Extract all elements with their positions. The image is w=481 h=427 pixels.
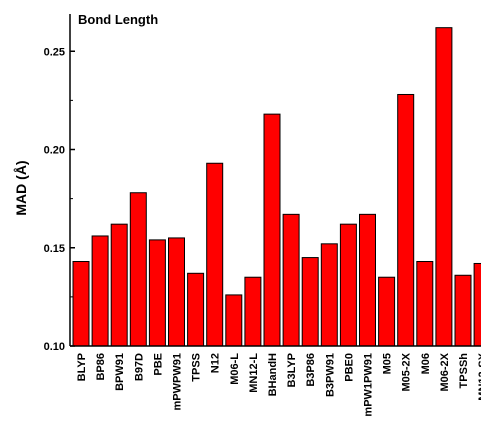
bar-blyp: [72, 261, 90, 347]
bar-m05: [378, 276, 396, 347]
bar-mn12-sx: [473, 262, 481, 347]
x-tick-label: B3LYP: [286, 353, 298, 387]
x-tick-label: B3P86: [305, 353, 317, 387]
x-tick-label: BP86: [95, 353, 107, 381]
bar-pbe0: [339, 223, 357, 347]
bar-bpw91: [110, 223, 128, 347]
bar-mn12-l: [244, 276, 262, 347]
bars-group: [72, 27, 481, 347]
bar-mpwpw91: [168, 237, 185, 347]
x-tick-label: MN12-L: [248, 353, 260, 393]
x-tick-label: M06-2X: [439, 352, 451, 391]
x-tick-label: M05: [382, 353, 394, 374]
x-tick-label: B3PW91: [324, 353, 336, 397]
x-tick-label: PBE0: [343, 353, 355, 382]
x-tick-label: mPWPW91: [172, 353, 184, 410]
bar-m06-2x: [435, 27, 453, 347]
y-axis-label: MAD (Å): [13, 160, 29, 215]
bar-m05-2x: [397, 93, 415, 347]
x-tick-label: BHandH: [267, 353, 279, 396]
bar-tpss: [187, 272, 205, 347]
y-tick-label: 0.25: [44, 46, 65, 58]
bar-pbe: [148, 239, 166, 347]
bar-n12: [206, 162, 224, 347]
x-tick-label: B97D: [133, 353, 145, 381]
y-tick-label: 0.15: [44, 243, 65, 255]
y-tick-label: 0.20: [44, 145, 65, 157]
x-tick-label: N12: [210, 353, 222, 373]
x-tick-label: BPW91: [114, 353, 126, 391]
bar-tpssh: [454, 274, 472, 347]
chart-title: Bond Length: [78, 12, 158, 27]
bar-b97d: [129, 192, 147, 347]
bar-bp86: [91, 235, 109, 347]
bar-b3lyp: [282, 213, 300, 347]
bar-m06: [416, 261, 434, 347]
x-tick-label: M05-2X: [401, 352, 413, 391]
x-tick-label: M06-L: [229, 353, 241, 385]
bar-mpw1pw91: [359, 213, 376, 347]
x-tick-label: MN12-SX: [477, 352, 481, 400]
bar-bhandh: [263, 113, 281, 347]
y-tick-label: 0.10: [44, 341, 65, 353]
x-tick-label: TPSS: [191, 353, 203, 382]
bar-m06-l: [225, 294, 243, 347]
x-labels-group: BLYP BP86 BPW91 B97D PBE mPWPW91 TPSS N12 M06-L M…: [76, 352, 481, 416]
x-tick-label: mPW1PW91: [363, 353, 375, 417]
y-ticks-group: 0.10 0.15 0.20 0.25: [44, 46, 75, 353]
x-tick-label: M06: [420, 353, 432, 374]
x-tick-label: BLYP: [76, 353, 88, 381]
x-tick-label: TPSSh: [458, 353, 470, 389]
bar-b3p86: [301, 257, 319, 347]
bar-b3pw91: [320, 243, 338, 347]
x-tick-label: PBE: [152, 353, 164, 376]
